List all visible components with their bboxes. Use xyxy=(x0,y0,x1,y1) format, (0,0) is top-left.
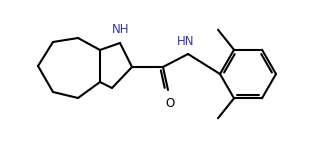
Text: O: O xyxy=(165,97,175,110)
Text: NH: NH xyxy=(112,23,130,36)
Text: HN: HN xyxy=(177,35,195,48)
